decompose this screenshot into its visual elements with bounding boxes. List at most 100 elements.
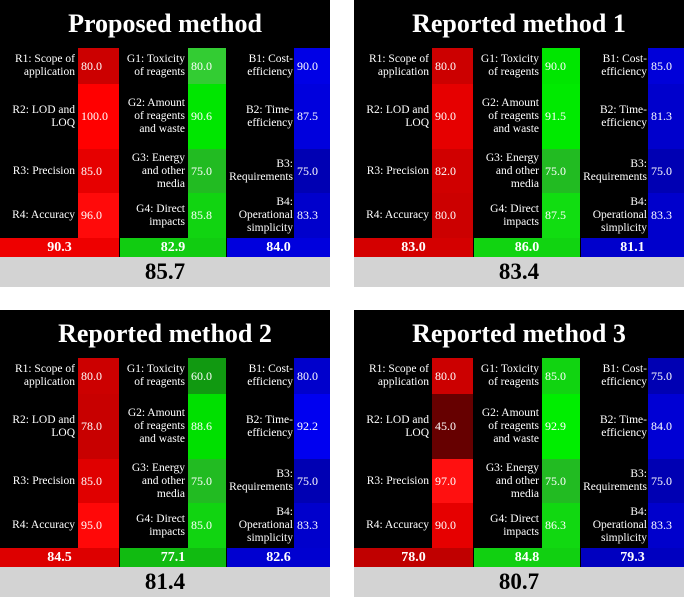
red-criterion-score: 80.0 (432, 193, 473, 238)
blue-criterion-score: 75.0 (294, 459, 330, 503)
blue-criterion-score: 81.3 (648, 84, 684, 149)
green-summary-score: 77.1 (120, 548, 226, 567)
green-criterion-score: 86.3 (542, 503, 580, 548)
blue-criterion-label: B4: Operational simplicity (238, 196, 293, 234)
green-criterion-score: 85.8 (188, 193, 226, 238)
panel-title: Reported method 2 (58, 319, 272, 348)
blue-criterion-score: 80.0 (294, 358, 330, 394)
red-criterion-label: R1: Scope of application (368, 53, 429, 78)
green-criterion-score: 90.6 (188, 84, 226, 149)
green-criterion-score: 85.0 (188, 503, 226, 548)
red-criterion-label: R2: LOD and LOQ (366, 103, 429, 129)
green-criterion-label: G4: Direct impacts (490, 512, 539, 538)
blue-criterion-score: 87.5 (294, 84, 330, 149)
green-summary-score: 86.0 (474, 238, 580, 257)
blue-criterion-label: B1: Cost-efficiency (247, 53, 293, 78)
red-criterion-score: 100.0 (78, 84, 119, 149)
green-criterion-score: 60.0 (188, 358, 226, 394)
panel-title: Proposed method (68, 9, 262, 38)
red-criterion-label: R4: Accuracy (366, 209, 429, 221)
blue-criterion-score: 75.0 (648, 459, 684, 503)
red-summary-score: 78.0 (354, 548, 473, 567)
blue-criterion-score: 75.0 (294, 149, 330, 193)
red-criterion-score: 85.0 (78, 459, 119, 503)
blue-criterion-score: 92.2 (294, 394, 330, 459)
green-summary-score: 82.9 (120, 238, 226, 257)
green-criterion-label: G1: Toxicity of reagents (126, 363, 185, 388)
green-criterion-label: G1: Toxicity of reagents (480, 53, 539, 78)
red-criterion-label: R4: Accuracy (12, 209, 75, 221)
blue-criterion-label: B2: Time-efficiency (600, 103, 647, 129)
green-criterion-score: 75.0 (188, 149, 226, 193)
red-criterion-label: R1: Scope of application (14, 53, 75, 78)
red-criterion-score: 78.0 (78, 394, 119, 459)
blue-criterion-label: B2: Time-efficiency (246, 413, 293, 439)
blue-criterion-label: B1: Cost-efficiency (247, 363, 293, 388)
green-criterion-label: G4: Direct impacts (490, 202, 539, 228)
red-criterion-label: R2: LOD and LOQ (12, 413, 75, 439)
blue-criterion-label: B4: Operational simplicity (592, 506, 647, 544)
blue-criterion-label: B2: Time-efficiency (246, 103, 293, 129)
blue-criterion-label: B3: Requirements (229, 158, 293, 183)
red-criterion-label: R3: Precision (366, 164, 429, 177)
red-criterion-score: 90.0 (432, 503, 473, 548)
blue-criterion-score: 85.0 (648, 48, 684, 84)
blue-criterion-score: 83.3 (294, 503, 330, 548)
red-criterion-score: 80.0 (78, 358, 119, 394)
green-criterion-score: 75.0 (542, 149, 580, 193)
blue-summary-score: 82.6 (227, 548, 330, 567)
green-criterion-score: 75.0 (188, 459, 226, 503)
red-criterion-score: 90.0 (432, 84, 473, 149)
red-criterion-score: 82.0 (432, 149, 473, 193)
red-criterion-label: R2: LOD and LOQ (366, 413, 429, 439)
red-criterion-label: R2: LOD and LOQ (12, 103, 75, 129)
red-criterion-score: 85.0 (78, 149, 119, 193)
blue-criterion-score: 84.0 (648, 394, 684, 459)
panel-title: Reported method 1 (412, 9, 626, 38)
green-criterion-label: G4: Direct impacts (136, 512, 185, 538)
green-criterion-label: G3: Energy and other media (485, 461, 539, 500)
green-criterion-label: G3: Energy and other media (485, 151, 539, 190)
red-summary-score: 83.0 (354, 238, 473, 257)
blue-criterion-score: 75.0 (648, 149, 684, 193)
method-panel: Proposed method R1: Scope of application 8… (0, 0, 330, 287)
blue-criterion-label: B3: Requirements (583, 158, 647, 183)
blue-criterion-label: B1: Cost-efficiency (601, 363, 647, 388)
blue-criterion-label: B3: Requirements (583, 468, 647, 493)
red-criterion-score: 96.0 (78, 193, 119, 238)
red-criterion-label: R3: Precision (12, 474, 75, 487)
panel-title: Reported method 3 (412, 319, 626, 348)
green-criterion-label: G1: Toxicity of reagents (480, 363, 539, 388)
green-criterion-score: 88.6 (188, 394, 226, 459)
red-summary-score: 84.5 (0, 548, 119, 567)
red-criterion-label: R3: Precision (366, 474, 429, 487)
red-criterion-score: 95.0 (78, 503, 119, 548)
green-criterion-label: G3: Energy and other media (131, 461, 185, 500)
green-criterion-label: G3: Energy and other media (131, 151, 185, 190)
red-criterion-label: R4: Accuracy (12, 519, 75, 531)
blue-criterion-label: B3: Requirements (229, 468, 293, 493)
red-criterion-label: R1: Scope of application (14, 363, 75, 388)
red-criterion-score: 45.0 (432, 394, 473, 459)
green-criterion-score: 91.5 (542, 84, 580, 149)
blue-criterion-score: 75.0 (648, 358, 684, 394)
red-criterion-score: 80.0 (432, 48, 473, 84)
overall-whiteness-score: 83.4 (354, 257, 684, 287)
green-criterion-score: 85.0 (542, 358, 580, 394)
blue-criterion-label: B4: Operational simplicity (238, 506, 293, 544)
blue-summary-score: 84.0 (227, 238, 330, 257)
method-panel: Reported method 2 R1: Scope of applicatio… (0, 310, 330, 597)
green-criterion-score: 80.0 (188, 48, 226, 84)
green-criterion-label: G4: Direct impacts (136, 202, 185, 228)
green-summary-score: 84.8 (474, 548, 580, 567)
red-criterion-label: R4: Accuracy (366, 519, 429, 531)
blue-criterion-label: B2: Time-efficiency (600, 413, 647, 439)
red-criterion-label: R1: Scope of application (368, 363, 429, 388)
overall-whiteness-score: 80.7 (354, 567, 684, 597)
blue-criterion-score: 83.3 (648, 193, 684, 238)
green-criterion-score: 87.5 (542, 193, 580, 238)
red-criterion-score: 80.0 (78, 48, 119, 84)
method-panel: Reported method 1 R1: Scope of applicatio… (354, 0, 684, 287)
green-criterion-label: G2: Amount of reagents and waste (481, 407, 539, 445)
red-summary-score: 90.3 (0, 238, 119, 257)
